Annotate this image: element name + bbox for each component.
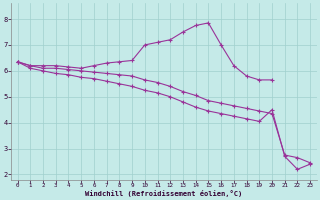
X-axis label: Windchill (Refroidissement éolien,°C): Windchill (Refroidissement éolien,°C) [85,190,243,197]
